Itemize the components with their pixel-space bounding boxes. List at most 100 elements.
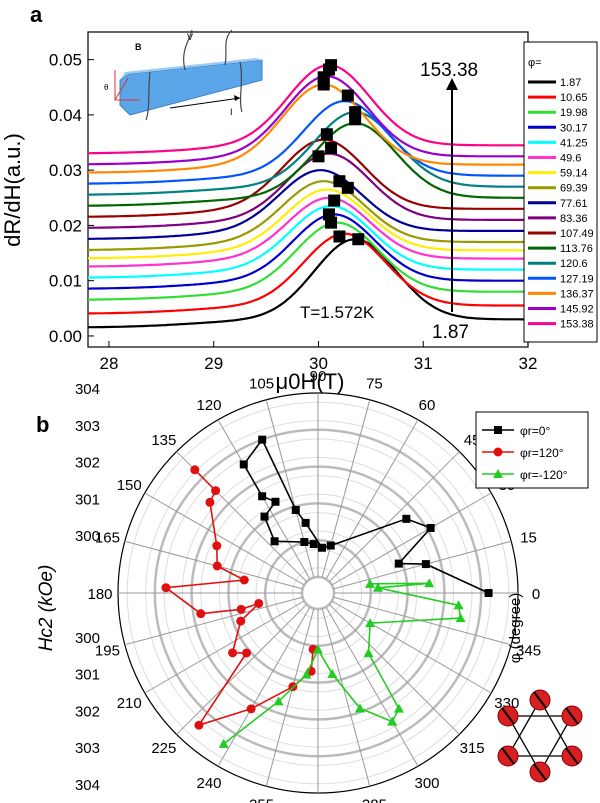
curve-113.76 — [88, 122, 528, 207]
temperature-annotation: T=1.572K — [300, 303, 375, 322]
series-1-point-13 — [194, 720, 204, 730]
series-2-point-8 — [363, 648, 374, 658]
peak-marker-8 — [325, 142, 338, 155]
grid-ring-0 — [300, 575, 336, 611]
spin-arrow-5 — [533, 763, 547, 781]
curve-49.6 — [88, 196, 528, 268]
angle-tick-165: 165 — [95, 530, 120, 547]
legend-label-83.36: 83.36 — [560, 213, 588, 225]
curve-83.36 — [88, 152, 528, 229]
peak-marker-12 — [341, 89, 354, 102]
peak-marker-0 — [352, 233, 365, 246]
panel-a-curves — [87, 64, 529, 329]
legend-label-10.65: 10.65 — [560, 92, 588, 104]
polar-radial-ticks: 300 301 302 303 304 300 301 302 303 304 — [75, 381, 100, 794]
series-0-point-8 — [291, 506, 300, 515]
series-1-point-3 — [212, 541, 222, 551]
legend-label-113.76: 113.76 — [560, 243, 593, 255]
angle-tick-255: 255 — [249, 797, 274, 803]
inset-label-b: B — [135, 42, 142, 52]
spin-arrow-3 — [501, 747, 515, 765]
series-2-point-14 — [364, 578, 375, 588]
grid-spoke-225 — [176, 603, 308, 735]
series-0-point-16 — [309, 540, 318, 549]
sample-inset-diagram: B V I θ — [104, 29, 263, 121]
angle-tick-15: 15 — [520, 530, 537, 547]
series-1-point-14 — [246, 704, 256, 714]
legend-label-107.49: 107.49 — [560, 228, 594, 240]
legend-marker-2 — [493, 469, 503, 478]
angle-tick-285: 285 — [362, 797, 387, 803]
legend-label-49.6: 49.6 — [560, 153, 581, 165]
grid-spoke-105 — [265, 399, 315, 578]
voltage-lead-1 — [183, 29, 193, 71]
x-tick-label-32: 32 — [519, 354, 538, 373]
arrow-bottom-label: 1.87 — [432, 322, 469, 343]
radial-tick-upper-304: 304 — [75, 381, 100, 398]
radial-tick-lower-304: 304 — [75, 777, 100, 794]
radial-tick-lower-302: 302 — [75, 703, 100, 720]
y-tick-label-0.05: 0.05 — [49, 51, 82, 70]
angle-tick-0: 0 — [532, 586, 540, 603]
series-1-point-11 — [228, 648, 238, 658]
x-tick-label-28: 28 — [99, 354, 118, 373]
series-0-point-1 — [421, 560, 430, 569]
series-0-point-10 — [239, 460, 248, 469]
series-1-point-10 — [236, 616, 246, 626]
angle-tick-300: 300 — [414, 775, 439, 792]
grid-spoke-285 — [321, 608, 371, 787]
grid-spoke-30 — [331, 492, 492, 586]
curve-136.37 — [88, 83, 528, 174]
radial-tick-upper-301: 301 — [75, 491, 100, 508]
series-2-point-12 — [372, 582, 383, 592]
angle-tick-75: 75 — [366, 375, 383, 392]
trend-arrow-head — [446, 78, 458, 90]
curve-19.98 — [88, 221, 528, 301]
series-0-point-5 — [326, 541, 335, 550]
series-2-point-10 — [455, 613, 466, 623]
series-0-point-4 — [402, 514, 411, 523]
curve-1.87 — [87, 238, 528, 329]
angle-tick-345: 345 — [516, 642, 541, 659]
radial-tick-upper-302: 302 — [75, 455, 100, 472]
peak-marker-16 — [325, 59, 338, 72]
legend-label-120.6: 120.6 — [560, 258, 588, 270]
legend-label-145.92: 145.92 — [560, 304, 594, 316]
current-lead-1 — [145, 71, 151, 121]
grid-spoke-45 — [328, 451, 460, 583]
peak-marker-9 — [320, 128, 333, 141]
peak-marker-6 — [333, 175, 346, 188]
radial-tick-lower-301: 301 — [75, 667, 100, 684]
legend-label-77.61: 77.61 — [560, 198, 588, 210]
x-tick-label-31: 31 — [414, 354, 433, 373]
series-0-point-0 — [484, 589, 493, 597]
panel-a-legend-title: φ= — [528, 57, 542, 69]
legend-marker-0 — [494, 426, 502, 434]
series-2-point-3 — [313, 644, 323, 654]
angle-tick-120: 120 — [196, 397, 221, 414]
series-1-point-12 — [242, 648, 252, 658]
peak-marker-11 — [349, 106, 362, 119]
grid-spoke-75 — [321, 399, 371, 578]
panel-a-peak-markers — [312, 59, 365, 246]
panel-b-label: b — [36, 412, 49, 437]
panel-a-y-axis-label: dR/dH(a.u.) — [0, 133, 25, 247]
grid-spoke-330 — [331, 600, 492, 694]
angle-tick-180: 180 — [87, 586, 112, 603]
grid-spoke-240 — [217, 606, 311, 767]
series-0-point-11 — [258, 492, 267, 501]
panel-a-x-axis-label: μ0H(T) — [276, 369, 345, 394]
curve-127.19 — [88, 100, 528, 185]
panel-a-label: a — [30, 2, 43, 27]
legend-label-153.38: 153.38 — [560, 319, 594, 331]
angle-tick-105: 105 — [249, 375, 274, 392]
peak-marker-1 — [333, 230, 346, 243]
series-1-point-1 — [211, 486, 221, 496]
peak-marker-3 — [322, 208, 335, 221]
series-0-point-2 — [394, 559, 403, 568]
legend-label-30.17: 30.17 — [560, 122, 588, 134]
series-1-point-9 — [254, 598, 264, 608]
y-tick-label-0.00: 0.00 — [49, 327, 82, 346]
series-2-point-7 — [393, 703, 404, 713]
